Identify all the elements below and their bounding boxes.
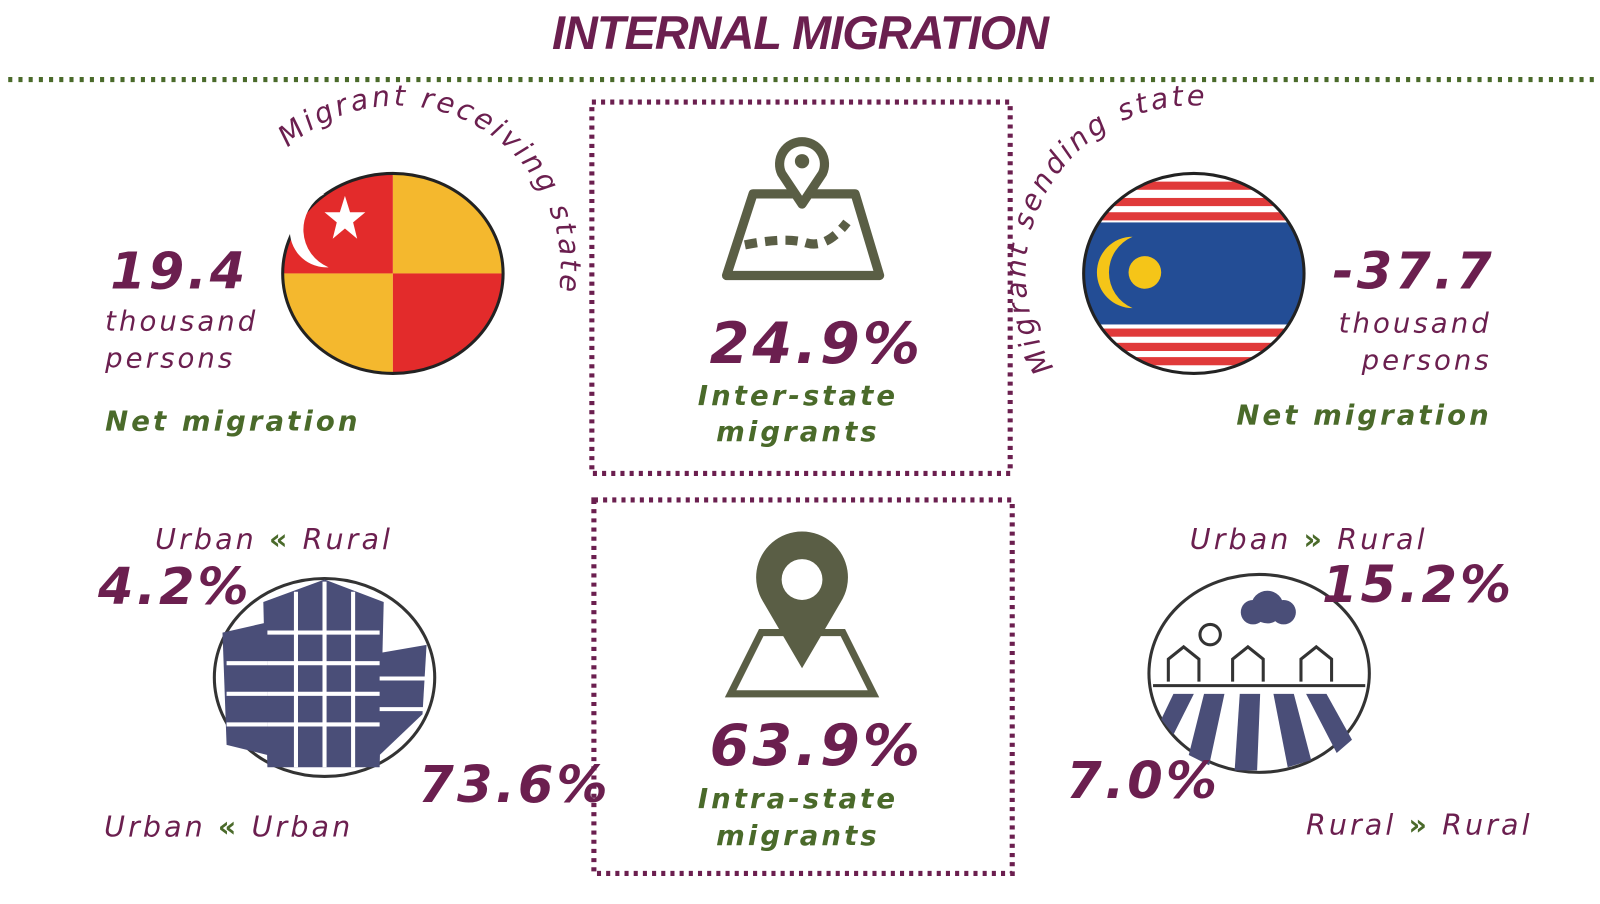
- flow-to: Urban: [252, 810, 354, 844]
- intra-label: Intra-state: [698, 783, 898, 815]
- flow-label: Urban » Rural: [1190, 522, 1428, 556]
- pin-icon: [724, 531, 880, 698]
- receiving-unit: persons: [104, 342, 235, 374]
- box-frame: [591, 497, 1015, 876]
- flow-to: Rural: [1442, 808, 1532, 842]
- flow-from: Urban: [155, 522, 257, 556]
- inter-value: 24.9%: [710, 311, 924, 377]
- receiving-value: 19.4: [110, 243, 248, 302]
- flow-from: Urban: [1190, 522, 1292, 556]
- flow-value: 15.2%: [1322, 556, 1514, 615]
- receiving-unit: thousand: [105, 306, 258, 338]
- farm-icon: [1147, 572, 1371, 774]
- intra-value: 63.9%: [710, 713, 924, 779]
- sending-label: Net migration: [1236, 399, 1491, 431]
- sending-unit: persons: [1361, 344, 1492, 376]
- sending-unit: thousand: [1339, 308, 1492, 340]
- flow-arrow: «: [269, 522, 291, 556]
- flow-from: Rural: [1306, 808, 1396, 842]
- flow-value: 4.2%: [97, 558, 252, 617]
- sending-value: -37.7: [1333, 243, 1495, 302]
- selangor-flag: [281, 171, 505, 375]
- flow-label: Rural » Rural: [1306, 808, 1533, 842]
- inter-label: Inter-state: [698, 380, 898, 412]
- map-icon: [721, 137, 885, 281]
- flow-value: 73.6%: [418, 756, 610, 815]
- flow-label: Urban « Rural: [155, 522, 393, 556]
- inter-label: migrants: [716, 416, 880, 448]
- malaysia-flag: [1082, 171, 1306, 375]
- intra-label: migrants: [716, 820, 880, 852]
- flow-to: Rural: [1337, 522, 1427, 556]
- flow-value: 7.0%: [1066, 752, 1220, 811]
- flow-from: Urban: [104, 810, 206, 844]
- city-icon: [212, 576, 437, 778]
- flow-arrow: »: [1304, 522, 1326, 556]
- flow-arrow: «: [218, 810, 240, 844]
- flow-label: Urban « Urban: [104, 810, 353, 844]
- receiving-label: Net migration: [105, 406, 360, 438]
- title: INTERNAL MIGRATION: [552, 7, 1050, 59]
- flow-arrow: »: [1409, 808, 1431, 842]
- flow-to: Rural: [303, 522, 393, 556]
